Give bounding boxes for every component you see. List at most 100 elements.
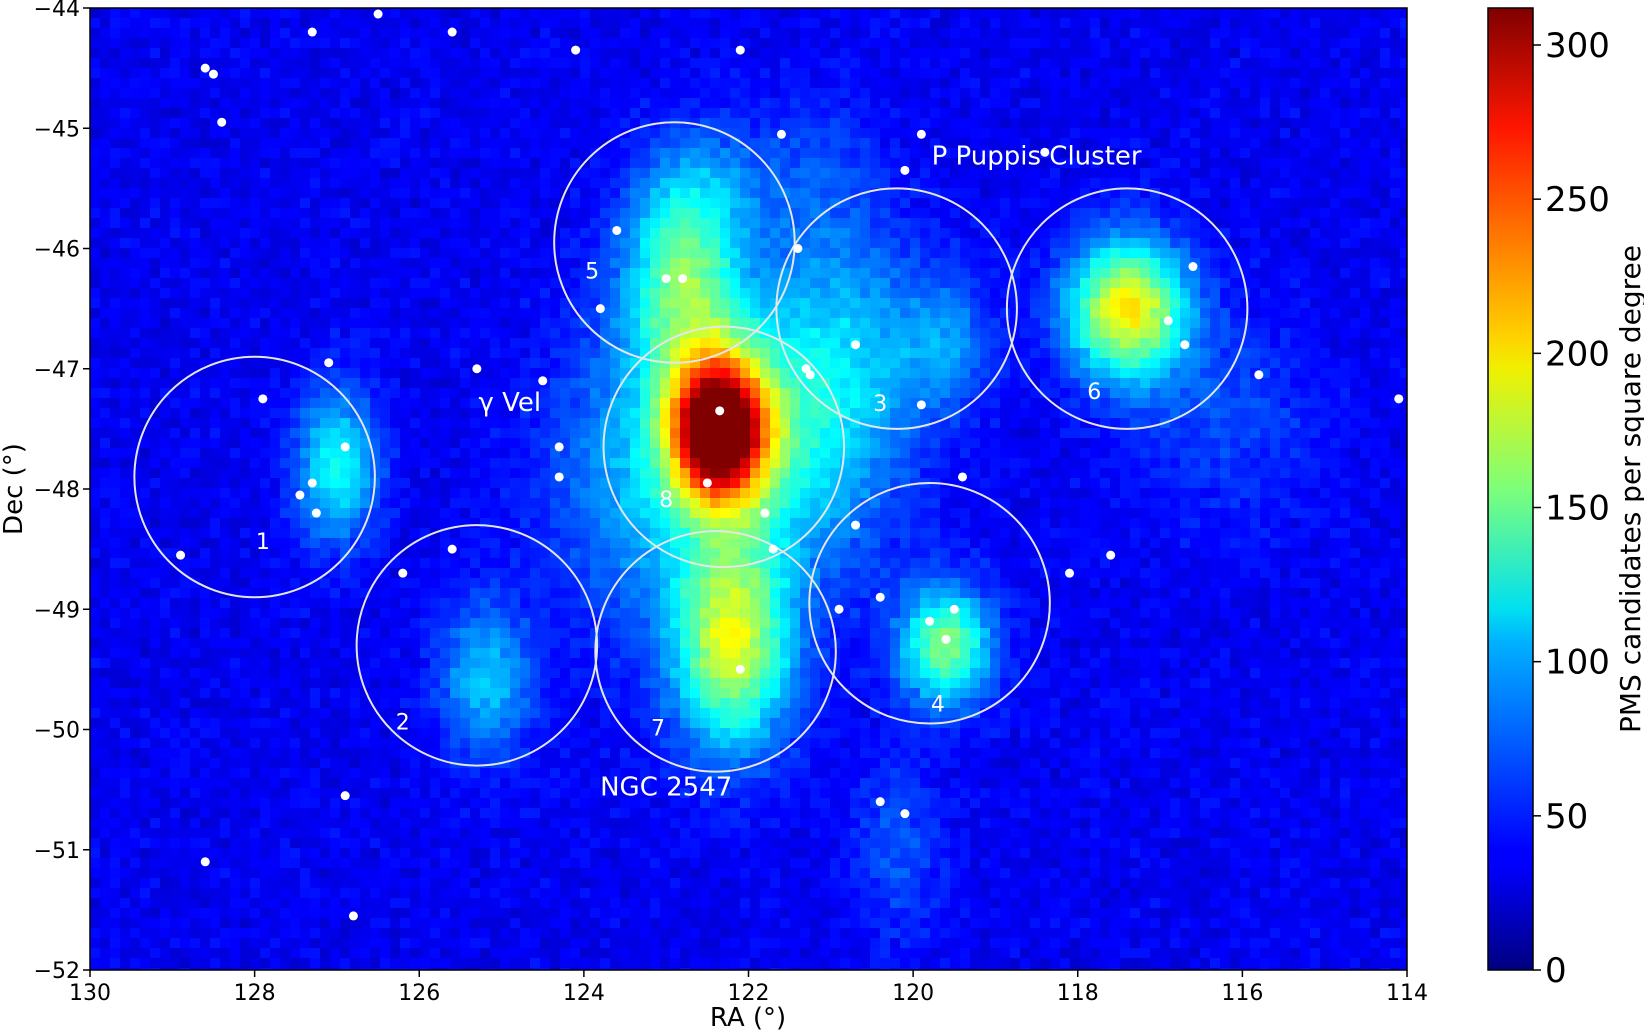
- heatmap-cell: [540, 58, 551, 69]
- heatmap-cell: [1310, 268, 1321, 279]
- heatmap-cell: [1070, 18, 1081, 29]
- heatmap-cell: [420, 278, 431, 289]
- heatmap-cell: [1040, 248, 1051, 259]
- heatmap-cell: [1110, 258, 1121, 269]
- heatmap-cell: [640, 198, 651, 209]
- heatmap-cell: [380, 238, 391, 249]
- heatmap-cell: [1130, 188, 1141, 199]
- heatmap-cell: [780, 108, 791, 119]
- heatmap-cell: [280, 238, 291, 249]
- heatmap-cell: [390, 368, 401, 379]
- heatmap-cell: [1210, 188, 1221, 199]
- heatmap-cell: [440, 8, 451, 19]
- heatmap-cell: [950, 18, 961, 29]
- heatmap-cell: [1370, 258, 1381, 269]
- heatmap-cell: [900, 88, 911, 99]
- heatmap-cell: [140, 138, 151, 149]
- heatmap-cell: [130, 98, 141, 109]
- heatmap-cell: [1280, 328, 1291, 339]
- heatmap-cell: [600, 298, 611, 309]
- heatmap-cell: [420, 318, 431, 329]
- heatmap-cell: [1070, 138, 1081, 149]
- heatmap-cell: [470, 168, 481, 179]
- heatmap-cell: [1000, 98, 1011, 109]
- heatmap-cell: [1040, 168, 1051, 179]
- heatmap-cell: [420, 208, 431, 219]
- heatmap-cell: [280, 158, 291, 169]
- heatmap-cell: [1080, 288, 1091, 299]
- heatmap-cell: [240, 348, 251, 359]
- heatmap-cell: [1180, 278, 1191, 289]
- heatmap-cell: [440, 68, 451, 79]
- heatmap-cell: [1300, 328, 1311, 339]
- heatmap-cell: [150, 108, 161, 119]
- heatmap-cell: [240, 88, 251, 99]
- heatmap-cell: [410, 348, 421, 359]
- heatmap-cell: [100, 328, 111, 339]
- heatmap-cell: [1120, 218, 1131, 229]
- heatmap-cell: [1050, 178, 1061, 189]
- heatmap-cell: [800, 258, 811, 269]
- heatmap-cell: [1130, 248, 1141, 259]
- heatmap-cell: [560, 308, 571, 319]
- heatmap-cell: [1220, 368, 1231, 379]
- heatmap-cell: [940, 148, 951, 159]
- heatmap-cell: [1100, 148, 1111, 159]
- heatmap-cell: [840, 188, 851, 199]
- heatmap-cell: [360, 248, 371, 259]
- heatmap-cell: [710, 48, 721, 59]
- heatmap-cell: [130, 318, 141, 329]
- heatmap-cell: [750, 298, 761, 309]
- heatmap-cell: [140, 268, 151, 279]
- heatmap-cell: [200, 268, 211, 279]
- heatmap-cell: [860, 328, 871, 339]
- heatmap-cell: [480, 198, 491, 209]
- heatmap-cell: [1210, 228, 1221, 239]
- heatmap-cell: [1030, 138, 1041, 149]
- heatmap-cell: [1260, 178, 1271, 189]
- heatmap-cell: [450, 348, 461, 359]
- heatmap-cell: [940, 198, 951, 209]
- heatmap-cell: [660, 158, 671, 169]
- heatmap-cell: [670, 278, 681, 289]
- heatmap-cell: [260, 318, 271, 329]
- heatmap-cell: [800, 238, 811, 249]
- heatmap-cell: [630, 368, 641, 379]
- heatmap-cell: [1060, 238, 1071, 249]
- heatmap-cell: [1130, 78, 1141, 89]
- heatmap-cell: [530, 148, 541, 159]
- heatmap-cell: [750, 88, 761, 99]
- heatmap-cell: [670, 188, 681, 199]
- heatmap-cell: [1280, 128, 1291, 139]
- heatmap-cell: [660, 328, 671, 339]
- heatmap-cell: [460, 338, 471, 349]
- heatmap-cell: [430, 248, 441, 259]
- heatmap-cell: [710, 178, 721, 189]
- heatmap-cell: [550, 28, 561, 39]
- heatmap-cell: [100, 38, 111, 49]
- heatmap-cell: [680, 378, 691, 389]
- heatmap-cell: [570, 78, 581, 89]
- heatmap-cell: [770, 58, 781, 69]
- heatmap-cell: [180, 238, 191, 249]
- heatmap-cell: [1170, 118, 1181, 129]
- heatmap-cell: [680, 168, 691, 179]
- heatmap-cell: [980, 248, 991, 259]
- heatmap-cell: [1150, 198, 1161, 209]
- heatmap-cell: [1320, 118, 1331, 129]
- heatmap-cell: [330, 348, 341, 359]
- heatmap-cell: [770, 208, 781, 219]
- heatmap-cell: [950, 318, 961, 329]
- heatmap-cell: [90, 8, 101, 19]
- heatmap-cell: [1240, 338, 1251, 349]
- heatmap-cell: [410, 78, 421, 89]
- heatmap-cell: [150, 48, 161, 59]
- heatmap-cell: [1000, 68, 1011, 79]
- heatmap-cell: [530, 378, 541, 389]
- heatmap-cell: [1370, 78, 1381, 89]
- heatmap-cell: [800, 148, 811, 159]
- heatmap-cell: [880, 238, 891, 249]
- heatmap-cell: [610, 68, 621, 79]
- heatmap-cell: [800, 268, 811, 279]
- heatmap-cell: [800, 68, 811, 79]
